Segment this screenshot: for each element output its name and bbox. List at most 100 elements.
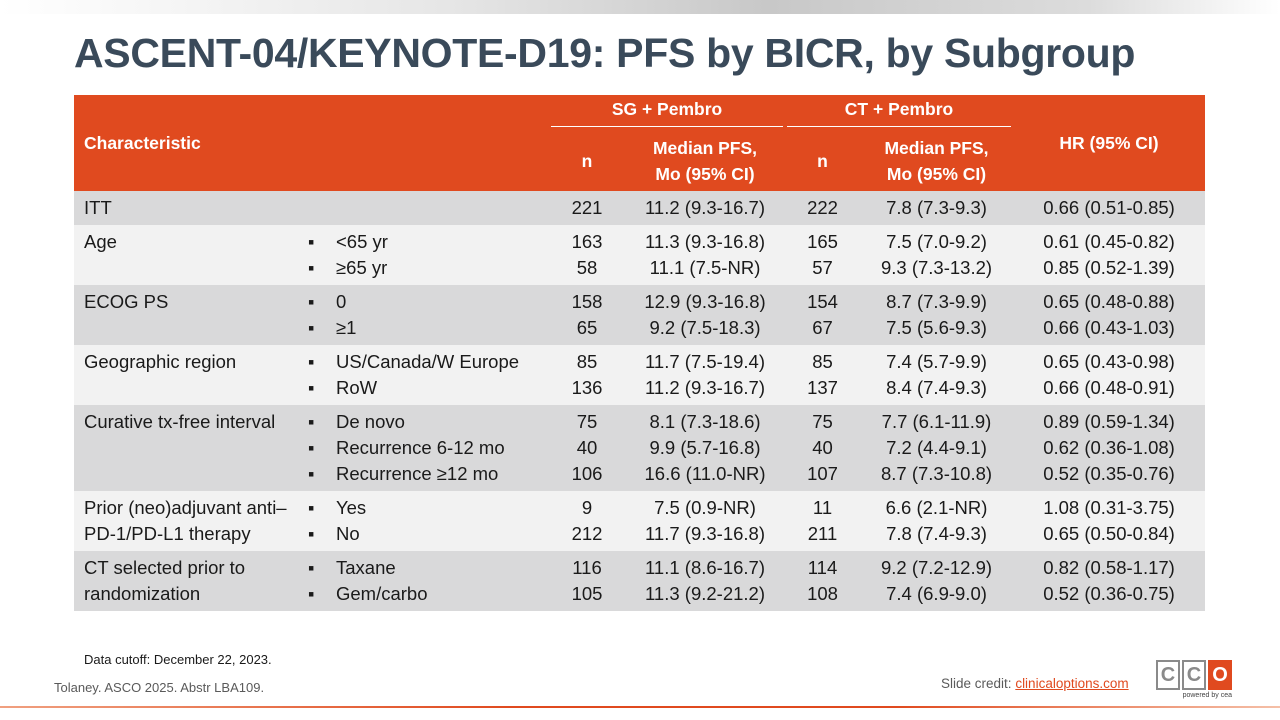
hazard-ratio-value: 0.66 (0.43-1.03) [1043, 317, 1175, 338]
hazard-ratio-value: 0.66 (0.51-0.85) [1043, 197, 1175, 218]
ct-median-pfs-value: 7.2 (4.4-9.1) [886, 437, 987, 458]
table-row: CT selected prior to randomization Taxane… [74, 551, 1206, 611]
subgroup-item: RoW [306, 375, 549, 401]
sg-median-pfs-value: 9.2 (7.5-18.3) [649, 317, 761, 338]
subgroup-item: Recurrence ≥12 mo [306, 461, 549, 487]
cell-hazard-ratio: 1.08 (0.31-3.75) 0.65 (0.50-0.84) [1013, 491, 1205, 551]
cell-hazard-ratio: 0.65 (0.43-0.98) 0.66 (0.48-0.91) [1013, 345, 1205, 405]
ct-median-pfs-value: 7.8 (7.4-9.3) [886, 523, 987, 544]
row-subgroups [306, 191, 549, 225]
ct-n-value: 165 [807, 231, 838, 252]
sg-n-value: 85 [576, 351, 598, 372]
sg-median-pfs-value: 16.6 (11.0-NR) [644, 463, 766, 484]
sg-median-pfs-value: 11.3 (9.3-16.8) [645, 231, 765, 252]
cell-sg-n: 75 40 106 [549, 405, 625, 491]
cell-hazard-ratio: 0.66 (0.51-0.85) [1013, 191, 1205, 225]
ct-median-pfs-value: 9.3 (7.3-13.2) [880, 257, 993, 278]
sg-median-pfs-value: 8.1 (7.3-18.6) [649, 411, 761, 432]
ct-n-value: 57 [812, 257, 833, 278]
table-row: Geographic regionUS/Canada/W EuropeRoW85… [74, 345, 1206, 405]
row-characteristic: Prior (neo)adjuvant anti–PD-1/PD-L1 ther… [84, 497, 287, 544]
credit-label: Slide credit: [941, 676, 1012, 691]
sg-n-value: 75 [576, 411, 598, 432]
ct-n-value: 137 [807, 377, 838, 398]
row-subgroups: YesNo [306, 491, 549, 551]
sg-median-pfs-value: 11.3 (9.2-21.2) [645, 583, 765, 604]
hazard-ratio-value: 0.66 (0.48-0.91) [1043, 377, 1175, 398]
cell-ct-median-pfs: 7.7 (6.1-11.9) 7.2 (4.4-9.1) 8.7 (7.3-10.8… [860, 405, 1013, 491]
cell-sg-median-pfs: 11.2 (9.3-16.7) [625, 191, 785, 225]
ct-median-pfs-value: 7.5 (5.6-9.3) [886, 317, 987, 338]
ct-n-value: 85 [812, 351, 833, 372]
sg-median-pfs-value: 11.1 (7.5-NR) [649, 257, 761, 278]
sg-median-pfs-value: 11.2 (9.3-16.7) [645, 377, 765, 398]
row-characteristic: ITT [84, 197, 112, 218]
sg-n-value: 40 [576, 437, 598, 458]
logo-letter-1: C [1156, 660, 1180, 690]
hazard-ratio-value: 0.65 (0.50-0.84) [1043, 523, 1175, 544]
sg-median-pfs-value: 11.2 (9.3-16.7) [645, 197, 765, 218]
header-hr: HR (95% CI) [1059, 132, 1159, 153]
sg-n-value: 106 [571, 463, 603, 484]
data-cutoff-note: Data cutoff: December 22, 2023. [84, 652, 272, 667]
cell-ct-median-pfs: 7.8 (7.3-9.3) [860, 191, 1013, 225]
cell-ct-n: 165 57 [785, 225, 860, 285]
cell-ct-n: 114 108 [785, 551, 860, 611]
logo-letter-2: C [1182, 660, 1206, 690]
sg-median-pfs-value: 7.5 (0.9-NR) [654, 497, 756, 518]
cell-hazard-ratio: 0.65 (0.48-0.88) 0.66 (0.43-1.03) [1013, 285, 1205, 345]
cell-ct-median-pfs: 6.6 (2.1-NR) 7.8 (7.4-9.3) [860, 491, 1013, 551]
ct-n-value: 211 [807, 523, 838, 544]
sg-n-value: 158 [571, 291, 603, 312]
row-characteristic: Curative tx-free interval [84, 411, 276, 432]
row-subgroups: 0≥1 [306, 285, 549, 345]
row-subgroups: <65 yr≥65 yr [306, 225, 549, 285]
cell-hazard-ratio: 0.61 (0.45-0.82) 0.85 (0.52-1.39) [1013, 225, 1205, 285]
ct-median-pfs-value: 8.7 (7.3-9.9) [886, 291, 987, 312]
sg-n-value: 116 [572, 557, 602, 578]
ct-median-pfs-value: 8.4 (7.4-9.3) [886, 377, 987, 398]
cell-sg-median-pfs: 11.3 (9.3-16.8) 11.1 (7.5-NR) [625, 225, 785, 285]
sg-n-value: 136 [571, 377, 603, 398]
ct-n-value: 114 [807, 557, 838, 578]
header-characteristic: Characteristic [84, 132, 201, 153]
header-median-ct: Median PFS, Mo (95% CI) [884, 138, 989, 184]
cell-sg-median-pfs: 11.1 (8.6-16.7) 11.3 (9.2-21.2) [625, 551, 785, 611]
credit-link[interactable]: clinicaloptions.com [1015, 676, 1129, 691]
bottom-accent-line [0, 706, 1280, 708]
header-subgroup-spacer [306, 95, 549, 191]
cell-sg-n: 9 212 [549, 491, 625, 551]
cell-sg-n: 163 58 [549, 225, 625, 285]
sg-n-value: 9 [581, 497, 593, 518]
cell-ct-n: 154 67 [785, 285, 860, 345]
logo-tagline: powered by cea [1182, 692, 1232, 699]
sg-n-value: 105 [571, 583, 603, 604]
row-characteristic: ECOG PS [84, 291, 169, 312]
header-median-sg: Median PFS, Mo (95% CI) [652, 138, 758, 184]
row-characteristic: CT selected prior to randomization [84, 557, 246, 604]
ct-median-pfs-value: 7.5 (7.0-9.2) [886, 231, 987, 252]
cell-ct-n: 11 211 [785, 491, 860, 551]
header-ct-pembro: CT + Pembro [785, 95, 1013, 131]
cell-ct-median-pfs: 7.5 (7.0-9.2) 9.3 (7.3-13.2) [860, 225, 1013, 285]
cell-ct-median-pfs: 8.7 (7.3-9.9) 7.5 (5.6-9.3) [860, 285, 1013, 345]
ct-median-pfs-value: 7.4 (6.9-9.0) [886, 583, 987, 604]
hazard-ratio-value: 0.82 (0.58-1.17) [1043, 557, 1175, 578]
ct-n-value: 67 [812, 317, 833, 338]
ct-median-pfs-value: 7.7 (6.1-11.9) [881, 411, 992, 432]
subgroup-item: ≥1 [306, 315, 549, 341]
header-sg-pembro: SG + Pembro [549, 95, 785, 131]
ct-median-pfs-value: 7.8 (7.3-9.3) [886, 197, 987, 218]
cco-logo: C C O powered by cea [1156, 660, 1234, 706]
hazard-ratio-value: 1.08 (0.31-3.75) [1043, 497, 1175, 518]
ct-median-pfs-value: 8.7 (7.3-10.8) [880, 463, 993, 484]
cell-sg-median-pfs: 7.5 (0.9-NR) 11.7 (9.3-16.8) [625, 491, 785, 551]
hazard-ratio-value: 0.89 (0.59-1.34) [1043, 411, 1175, 432]
subgroup-item: US/Canada/W Europe [306, 349, 549, 375]
ct-n-value: 154 [807, 291, 838, 312]
sg-median-pfs-value: 11.1 (8.6-16.7) [645, 557, 765, 578]
row-subgroups: US/Canada/W EuropeRoW [306, 345, 549, 405]
hazard-ratio-value: 0.52 (0.36-0.75) [1043, 583, 1175, 604]
